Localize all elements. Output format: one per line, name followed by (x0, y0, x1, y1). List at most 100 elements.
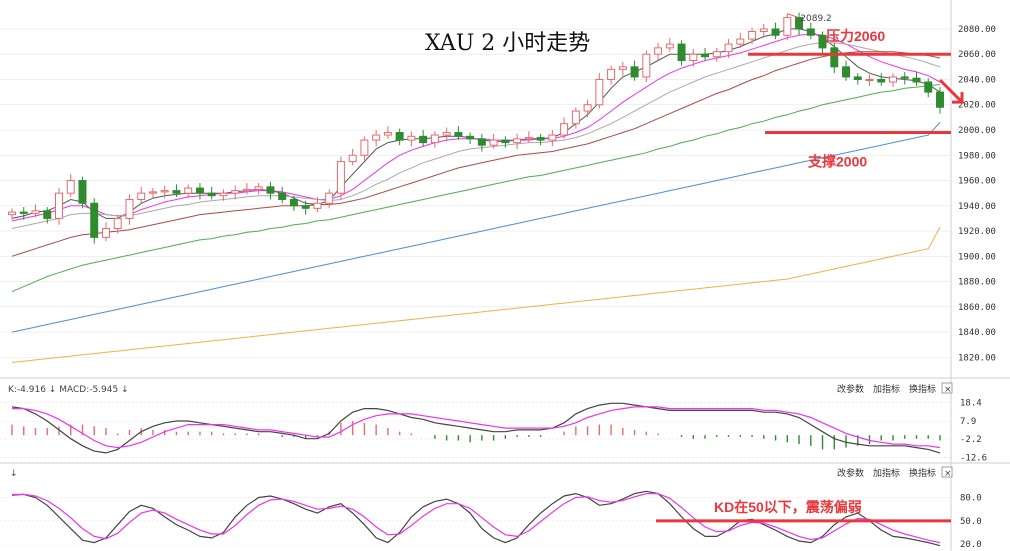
candle-up (889, 76, 897, 83)
price-annotations: 2089.2 压力2060 支撑2000 (748, 13, 966, 170)
candle-up (712, 51, 721, 58)
candle-up (407, 135, 416, 141)
price-tick-label: 1980.00 (958, 151, 996, 161)
candle-up (442, 132, 451, 136)
price-grid (0, 28, 951, 358)
candle-down (630, 66, 639, 78)
chart-title: XAU 2 小时走势 (425, 31, 590, 56)
candle-down (536, 137, 545, 141)
kd-annotation: KD在50以下，震荡偏弱 (656, 499, 951, 523)
kd-tick-label: 20.0 (960, 540, 982, 550)
support-label: 支撑2000 (807, 154, 867, 170)
price-tick-label: 1820.00 (958, 353, 996, 363)
candle-down (806, 28, 815, 36)
candle-up (759, 28, 768, 32)
macd-add-indicator-button[interactable]: 加指标 (873, 383, 900, 395)
candle-down (207, 192, 216, 197)
moving-average-line (11, 227, 941, 363)
macd-tick-label: -2.2 (960, 435, 982, 445)
max-price-label: 2089.2 (800, 14, 832, 24)
kd-tick-label: 50.0 (960, 517, 982, 527)
candle-down (501, 139, 510, 144)
candle-up (548, 134, 557, 141)
candle-up (724, 43, 733, 53)
price-tick-label: 1960.00 (958, 177, 996, 187)
candle-up (254, 186, 263, 190)
macd-y-axis: 18.4 7.9 -2.2 -12.6 (960, 399, 987, 464)
candle-up (865, 78, 874, 81)
candle-up (607, 68, 616, 80)
macd-line (11, 402, 941, 454)
candle-down (477, 138, 486, 146)
macd-histogram (11, 421, 941, 450)
candle-down (924, 81, 933, 93)
macd-edit-params-button[interactable]: 改参数 (837, 383, 864, 395)
close-icon[interactable]: × (944, 469, 952, 479)
kd-edit-params-button[interactable]: 改参数 (837, 467, 864, 479)
candle-down (853, 76, 862, 80)
kd-lines (11, 490, 941, 547)
kd-switch-indicator-button[interactable]: 换指标 (909, 467, 936, 479)
candle-up (160, 190, 169, 193)
candle-up (783, 17, 792, 36)
candle-up (372, 134, 381, 141)
max-marker-line (787, 13, 800, 19)
resistance-label: 压力2060 (826, 28, 885, 44)
kd-close-button[interactable]: × (941, 466, 953, 479)
kd-add-indicator-button[interactable]: 加指标 (873, 467, 900, 479)
candle-up (524, 137, 533, 140)
price-tick-label: 2000.00 (958, 126, 996, 136)
macd-switch-indicator-button[interactable]: 换指标 (909, 383, 936, 395)
macd-close-button[interactable]: × (941, 382, 953, 395)
close-icon[interactable]: × (944, 385, 952, 395)
candle-up (583, 104, 592, 112)
candle-down (395, 132, 404, 141)
candle-up (184, 187, 193, 194)
macd-tick-label: 7.9 (960, 417, 976, 427)
macd-panel-buttons: 改参数 加指标 换指标 × (837, 382, 953, 395)
candle-up (8, 211, 16, 216)
price-tick-label: 2040.00 (958, 75, 996, 85)
candle-up (219, 192, 228, 197)
candle-down (877, 78, 886, 83)
candle-down (90, 202, 99, 238)
candle-down (701, 53, 710, 58)
candle-up (665, 43, 674, 49)
candle-up (748, 30, 757, 40)
moving-average-line (11, 42, 941, 229)
candle-up (736, 38, 745, 45)
candle-down (912, 77, 921, 83)
candle-down (466, 135, 475, 140)
moving-average-line (11, 28, 941, 219)
candle-up (148, 191, 157, 194)
kd-tick-label: 80.0 (960, 494, 982, 504)
candle-up (513, 138, 522, 144)
candle-down (78, 180, 87, 204)
candle-down (830, 47, 839, 68)
candle-down (936, 91, 944, 108)
candle-down (771, 28, 780, 36)
candle-down (842, 66, 851, 78)
price-tick-label: 2080.00 (958, 25, 996, 35)
candle-up (642, 53, 651, 78)
candle-up (325, 192, 334, 204)
kd-close-box[interactable] (941, 466, 953, 478)
price-tick-label: 1900.00 (958, 252, 996, 262)
macd-close-box[interactable] (941, 382, 953, 394)
candle-up (125, 198, 134, 219)
kd-panel-buttons: 改参数 加指标 换指标 × (837, 466, 953, 479)
candle-up (66, 180, 75, 194)
moving-average-line (11, 122, 941, 333)
macd-tick-label: -12.6 (960, 454, 987, 464)
candle-down (818, 34, 827, 49)
candle-up (595, 78, 604, 106)
macd-lines (11, 402, 941, 454)
candle-up (560, 123, 569, 136)
candle-up (489, 139, 498, 146)
candle-down (900, 76, 909, 79)
macd-grid (0, 402, 951, 458)
kd-line (11, 490, 941, 547)
kd-threshold-label: KD在50以下，震荡偏弱 (714, 499, 862, 515)
candle-up (137, 192, 146, 200)
